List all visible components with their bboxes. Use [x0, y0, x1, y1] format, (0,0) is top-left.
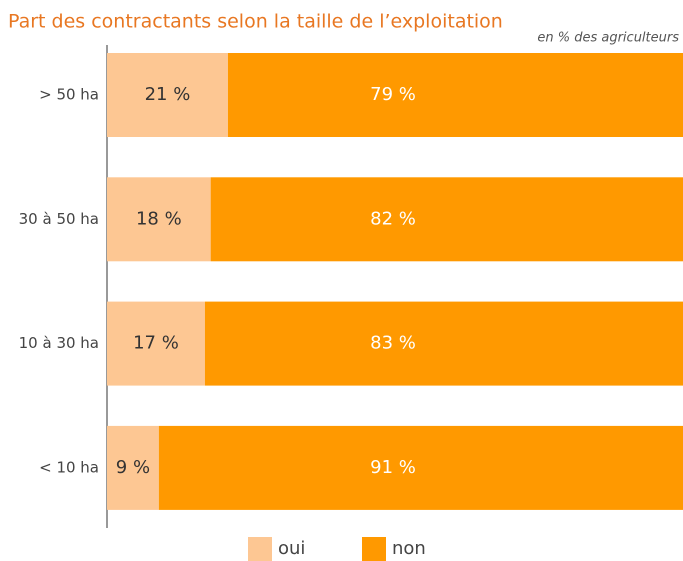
legend-label: non	[392, 538, 426, 559]
y-tick-label: < 10 ha	[39, 458, 99, 476]
bar-segment	[107, 425, 159, 510]
legend-label: oui	[278, 538, 305, 559]
data-label: 21 %	[145, 84, 191, 105]
data-label: 91 %	[370, 457, 416, 478]
data-label: 79 %	[370, 84, 416, 105]
y-tick-label: > 50 ha	[39, 86, 99, 104]
y-tick-label: 10 à 30 ha	[19, 334, 99, 352]
data-label: 83 %	[370, 333, 416, 354]
legend-swatch	[248, 537, 272, 561]
bar-segment	[210, 177, 683, 262]
bar-segment	[107, 177, 211, 262]
bar-segment	[227, 53, 683, 137]
chart-title: Part des contractants selon la taille de…	[8, 11, 503, 33]
data-label: 82 %	[370, 208, 416, 229]
chart-subtitle: en % des agriculteurs	[537, 31, 679, 46]
data-label: 9 %	[116, 457, 150, 478]
bar-segment	[204, 301, 683, 386]
legend-swatch	[362, 537, 386, 561]
data-label: 18 %	[136, 208, 182, 229]
data-label: 17 %	[133, 333, 179, 354]
bar-segment	[107, 301, 205, 386]
y-tick-label: 30 à 50 ha	[19, 210, 99, 228]
bar-segment	[158, 425, 683, 510]
bar-segment	[107, 53, 228, 137]
